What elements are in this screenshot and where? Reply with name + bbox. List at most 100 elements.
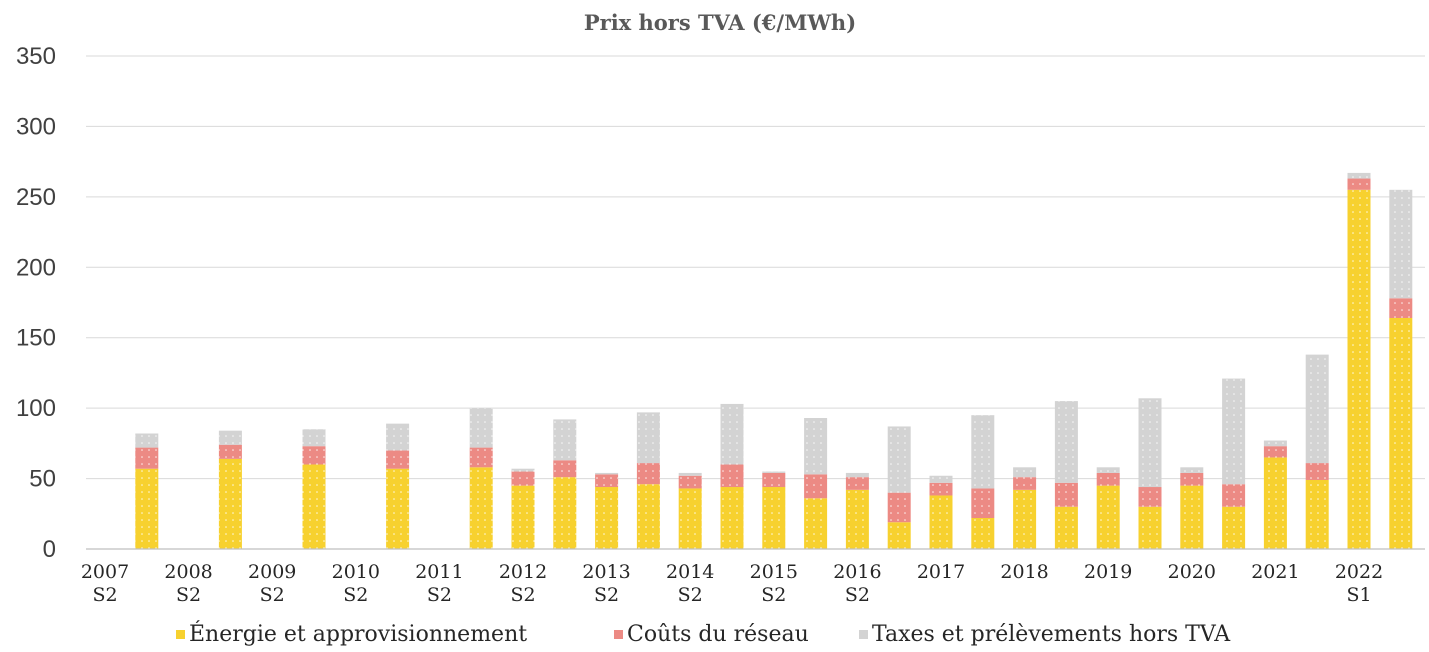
bar-segment-texture	[1389, 189, 1413, 299]
x-tick-label-year: 2008	[164, 561, 212, 583]
bar-segment-texture	[469, 467, 493, 549]
bar-segment-texture	[1305, 354, 1329, 464]
bar-segment-texture	[218, 458, 242, 549]
bar-segment-texture	[469, 408, 493, 448]
bar-segment-texture	[553, 477, 577, 549]
x-tick-label-year: 2013	[582, 561, 630, 583]
bar-segment-texture	[1096, 467, 1120, 473]
x-tick-label-year: 2014	[666, 561, 714, 583]
bar-segment-texture	[469, 447, 493, 468]
bar-segment-texture	[1054, 401, 1078, 483]
y-tick-label: 250	[16, 184, 56, 211]
bar-segment-texture	[762, 472, 786, 488]
bar-segment-texture	[845, 489, 869, 549]
bar-segment-texture	[929, 482, 953, 496]
x-tick-label-year: 2011	[415, 561, 463, 583]
bar-segment-texture	[1096, 485, 1120, 549]
bar-segment-texture	[1180, 467, 1204, 473]
bar-segment-texture	[1054, 482, 1078, 507]
bar-segment-texture	[135, 433, 159, 448]
bar-segment-texture	[1347, 178, 1371, 190]
y-tick-label: 150	[16, 325, 56, 352]
bar-segment-texture	[971, 518, 995, 549]
bar-segment-texture	[386, 450, 410, 469]
bar-segment-texture	[1347, 189, 1371, 550]
bar-segment-texture	[1138, 487, 1162, 507]
legend-swatch	[614, 630, 623, 639]
x-tick-label-half: S2	[427, 584, 452, 606]
y-tick-label: 0	[43, 536, 56, 563]
bar-segment-texture	[636, 463, 660, 485]
x-tick-label-year: 2022	[1335, 561, 1383, 583]
x-tick-label-half: S2	[176, 584, 201, 606]
bar-segment-texture	[720, 487, 744, 549]
bar-segment-texture	[887, 522, 911, 549]
bar-segment-texture	[1013, 477, 1037, 490]
bar-segment-texture	[1013, 467, 1037, 478]
x-tick-label-half: S2	[92, 584, 117, 606]
bar-segment-texture	[302, 446, 326, 465]
x-tick-label-half: S2	[594, 584, 619, 606]
y-tick-label: 50	[29, 466, 56, 493]
bar-segment-texture	[678, 472, 702, 476]
bar-segment-texture	[302, 464, 326, 549]
bar-segment-texture	[1222, 506, 1246, 549]
bar-segment-texture	[1138, 398, 1162, 488]
bar-segment-texture	[678, 488, 702, 549]
bar-segment-texture	[1180, 485, 1204, 549]
x-tick-label-year: 2015	[750, 561, 798, 583]
legend-swatch	[176, 630, 185, 639]
bar-segment-texture	[511, 468, 535, 472]
bar-segment-texture	[1263, 446, 1287, 458]
bar-segment-texture	[386, 423, 410, 451]
bar-segment-texture	[302, 429, 326, 447]
bar-segment-texture	[218, 430, 242, 445]
x-tick-label-year: 2012	[499, 561, 547, 583]
bar-segment-texture	[762, 487, 786, 549]
x-tick-label-half: S2	[260, 584, 285, 606]
x-tick-label-year: 2019	[1084, 561, 1132, 583]
bar-segment-texture	[1305, 479, 1329, 549]
bar-segment-texture	[595, 474, 619, 488]
bar-segment-texture	[553, 419, 577, 461]
bar-segment-texture	[720, 464, 744, 488]
bars	[135, 172, 1413, 550]
bar-segment-texture	[1054, 506, 1078, 549]
x-tick-label-half: S2	[761, 584, 786, 606]
bar-segment-texture	[1222, 378, 1246, 485]
bar-segment-texture	[845, 477, 869, 490]
bar-segment-texture	[804, 474, 828, 499]
x-tick-label-year: 2007	[81, 561, 129, 583]
legend: Énergie et approvisionnement Coûts du rés…	[176, 620, 1231, 647]
legend-label: Coûts du réseau	[627, 622, 809, 647]
bar-segment-texture	[1222, 484, 1246, 507]
bar-segment-texture	[386, 468, 410, 549]
x-tick-label-year: 2017	[917, 561, 965, 583]
bar-segment-texture	[1138, 506, 1162, 549]
legend-swatch	[859, 630, 868, 639]
bar-segment-texture	[887, 492, 911, 523]
x-tick-label-year: 2016	[833, 561, 881, 583]
bar-segment-texture	[678, 475, 702, 489]
bar-segment-texture	[636, 484, 660, 549]
bar-segment-texture	[595, 472, 619, 475]
bar-segment-texture	[1347, 172, 1371, 179]
x-tick-label-year: 2018	[1000, 561, 1048, 583]
x-tick-label-half: S2	[845, 584, 870, 606]
y-tick-label: 300	[16, 113, 56, 140]
bar-segment-texture	[929, 495, 953, 549]
legend-label: Énergie et approvisionnement	[189, 620, 527, 647]
bar-segment-texture	[762, 471, 786, 473]
bar-segment-texture	[1180, 472, 1204, 486]
bar-segment-texture	[1389, 298, 1413, 318]
bar-segment-texture	[511, 471, 535, 486]
x-tick-label-half: S1	[1346, 584, 1371, 606]
bar-segment-texture	[1013, 489, 1037, 549]
x-tick-label-half: S2	[678, 584, 703, 606]
x-tick-label-half: S2	[343, 584, 368, 606]
bar-segment-texture	[1389, 317, 1413, 549]
bar-segment-texture	[135, 468, 159, 549]
bar-segment-texture	[218, 444, 242, 459]
bar-segment-texture	[929, 475, 953, 483]
